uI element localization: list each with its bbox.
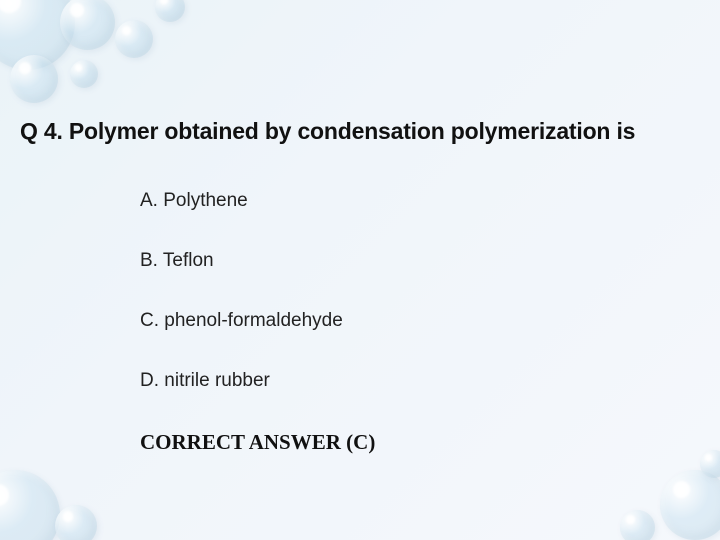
water-bubble (0, 470, 60, 540)
correct-answer: CORRECT ANSWER (C) (140, 430, 375, 455)
option-c: C. phenol-formaldehyde (140, 310, 375, 332)
question-text: Q 4. Polymer obtained by condensation po… (20, 118, 635, 145)
water-bubble (10, 55, 58, 103)
option-b: B. Teflon (140, 250, 375, 272)
water-bubble (70, 60, 98, 88)
water-bubble (155, 0, 185, 22)
water-bubble (115, 20, 153, 58)
water-bubble (700, 450, 720, 478)
water-bubble (620, 510, 655, 540)
water-bubble (55, 505, 97, 540)
option-a: A. Polythene (140, 190, 375, 212)
options-list: A. Polythene B. Teflon C. phenol-formald… (140, 190, 375, 455)
option-d: D. nitrile rubber (140, 370, 375, 392)
water-bubble (60, 0, 115, 50)
water-bubble (660, 470, 720, 540)
